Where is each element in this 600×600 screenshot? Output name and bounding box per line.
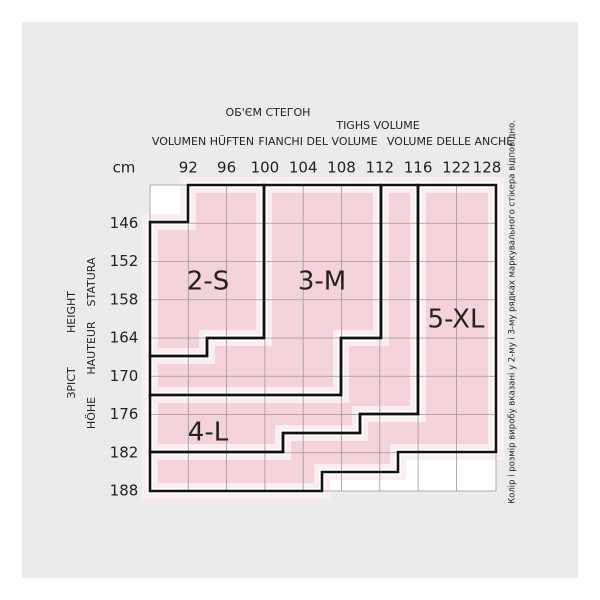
row-label: 164 (110, 329, 139, 347)
header-line: VOLUMEN HÜFTEN (152, 135, 254, 148)
column-label: 108 (327, 159, 356, 177)
header-line: ОБ'ЄМ СТЕГОН (226, 106, 311, 119)
header-line: FIANCHI DEL VOLUME (258, 135, 377, 148)
size-label: 4-L (188, 418, 229, 448)
row-label: 152 (110, 252, 139, 270)
header-line: TIGHS VOLUME (335, 119, 419, 132)
size-outlines (148, 183, 498, 493)
column-label: 92 (179, 159, 198, 177)
row-label: 176 (110, 405, 139, 423)
row-label: 158 (110, 290, 139, 308)
unit: cm (113, 159, 136, 177)
axis-label: HÖHE (85, 397, 98, 429)
header-line: VOLUME DELLE ANCHE (387, 135, 513, 148)
row-label: 170 (110, 367, 139, 385)
column-label: 96 (217, 159, 236, 177)
size-label: 3-M (298, 267, 346, 297)
column-label: 122 (442, 159, 471, 177)
column-label: 116 (404, 159, 433, 177)
row-label: 188 (110, 482, 139, 500)
note: Колір і розмір виробу вказані у 2-му і 3… (508, 120, 518, 504)
axis-label: HEIGHT (65, 291, 78, 333)
size-label: 2-S (187, 267, 229, 297)
size-outline (148, 183, 498, 493)
column-label: 104 (289, 159, 318, 177)
row-label: 146 (110, 214, 139, 232)
column-label: 112 (365, 159, 394, 177)
column-label: 128 (473, 159, 502, 177)
row-label: 182 (110, 443, 139, 461)
axis-label: STATURA (85, 257, 98, 306)
axis-label: ЗРІСТ (65, 367, 78, 399)
size-label: 5-XL (428, 305, 485, 335)
column-label: 100 (251, 159, 280, 177)
axis-label: HAUTEUR (85, 321, 98, 375)
